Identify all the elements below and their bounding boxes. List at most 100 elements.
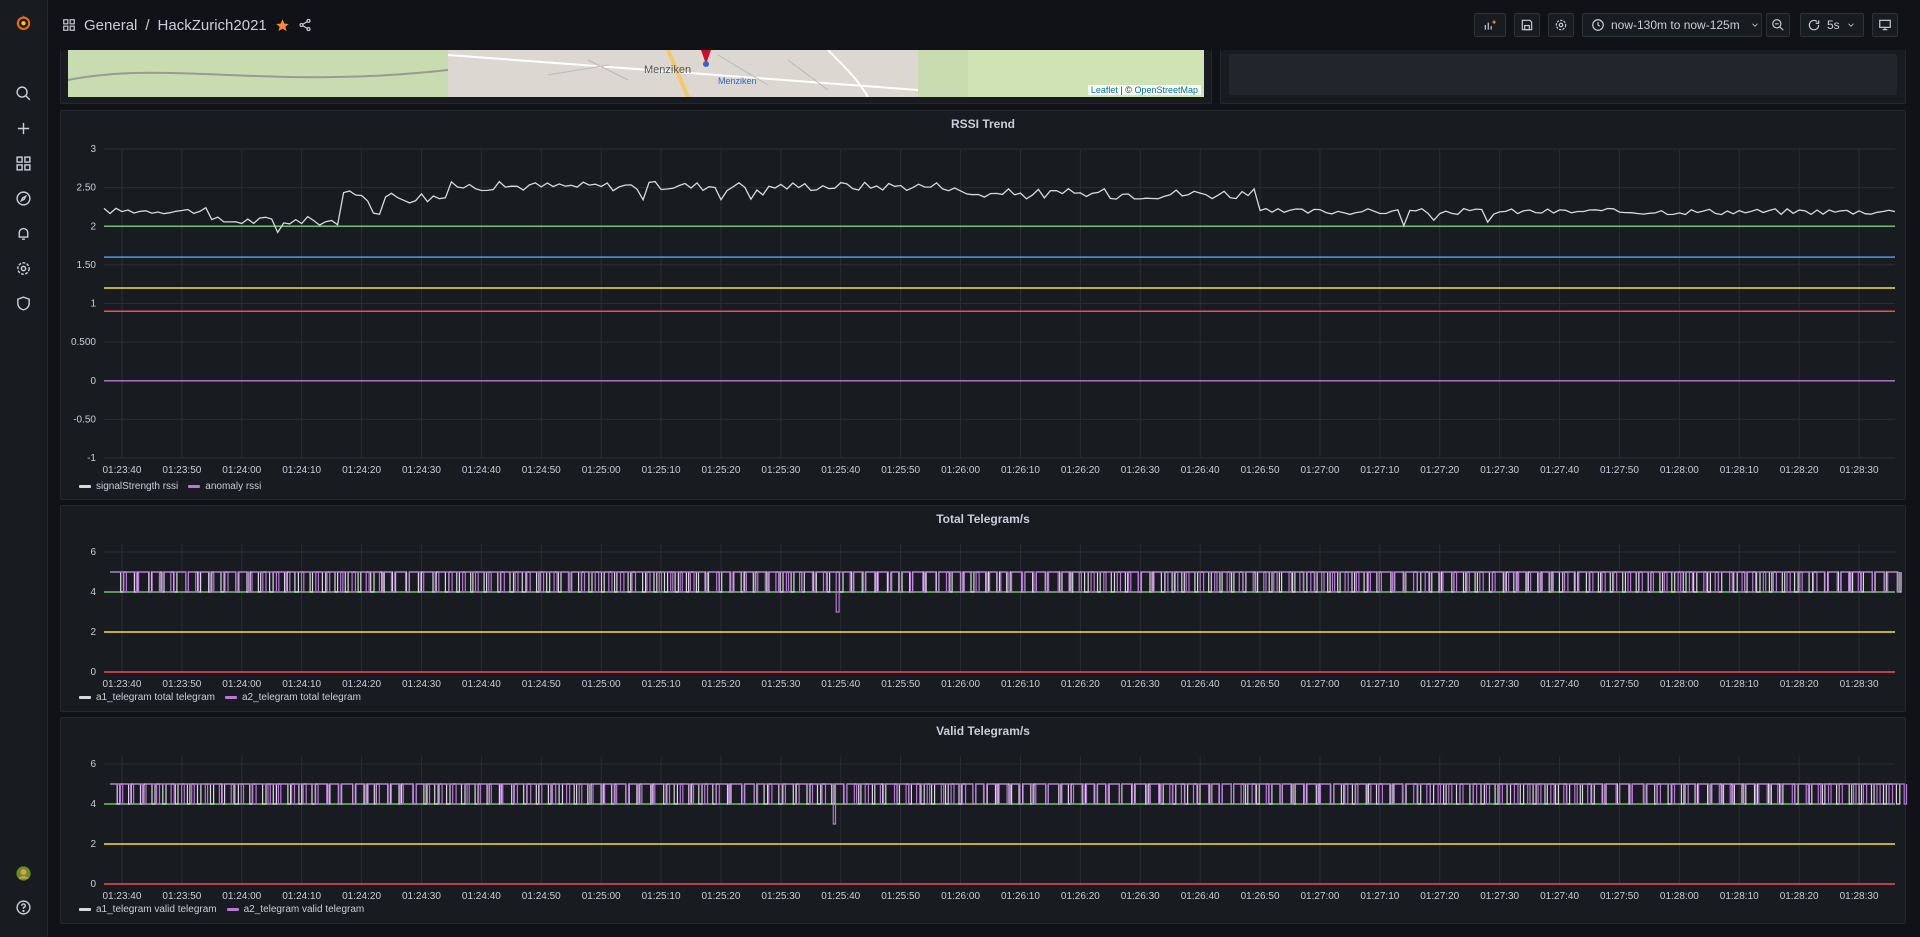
compass-icon	[16, 190, 31, 206]
x-tick-label: 01:25:20	[701, 465, 740, 476]
shield-icon[interactable]	[0, 286, 47, 320]
y-tick-label: 4	[90, 587, 96, 598]
legend-label: a1_telegram total telegram	[96, 692, 215, 703]
legend-label: a2_telegram total telegram	[241, 692, 361, 703]
x-tick-label: 01:27:00	[1300, 465, 1339, 476]
user-avatar[interactable]	[0, 856, 47, 890]
y-tick-label: 2	[90, 221, 96, 232]
legend-label: a1_telegram valid telegram	[96, 904, 217, 915]
x-tick-label: 01:28:30	[1840, 465, 1879, 476]
x-tick-label: 01:26:40	[1181, 891, 1220, 902]
zoom-out-button[interactable]	[1766, 13, 1790, 37]
x-tick-label: 01:25:40	[821, 679, 860, 690]
x-tick-label: 01:26:30	[1121, 679, 1160, 690]
breadcrumb: General / HackZurich2021	[62, 0, 312, 50]
x-tick-label: 01:25:00	[582, 891, 621, 902]
x-tick-label: 01:27:50	[1600, 679, 1639, 690]
y-tick-label: 2.50	[77, 183, 97, 194]
x-tick-label: 01:28:00	[1660, 679, 1699, 690]
map-label-pin: Menziken	[718, 76, 757, 86]
dashboards-grid-icon[interactable]	[0, 146, 47, 180]
gear-icon[interactable]	[0, 251, 47, 285]
add-panel-button[interactable]	[1474, 13, 1506, 37]
legend-item[interactable]: signalStrength rssi	[79, 481, 178, 492]
series-line	[103, 180, 1896, 234]
breadcrumb-separator: /	[145, 16, 150, 34]
x-tick-label: 01:28:20	[1780, 679, 1819, 690]
shield-icon	[17, 295, 30, 311]
breadcrumb-folder-link[interactable]: General	[84, 16, 138, 34]
x-tick-label: 01:28:20	[1780, 465, 1819, 476]
star-icon[interactable]	[275, 18, 290, 33]
x-tick-label: 01:27:20	[1420, 679, 1459, 690]
plus-icon[interactable]	[0, 111, 47, 145]
total-telegram-chart: 6 4 2 0 01:23:40 01:23:50 01:24:00 01:24:10 01:2…	[90, 544, 1902, 690]
legend-item[interactable]: a2_telegram valid telegram	[226, 904, 364, 915]
panel-title[interactable]: RSSI Trend	[950, 117, 1015, 131]
x-tick-label: 01:24:00	[222, 891, 261, 902]
x-tick-label: 01:24:10	[282, 679, 321, 690]
dashboards-grid-icon	[63, 19, 75, 31]
x-tick-label: 01:24:20	[342, 891, 381, 902]
x-tick-label: 01:23:50	[162, 679, 201, 690]
x-tick-label: 01:24:30	[402, 891, 441, 902]
bell-icon	[18, 227, 29, 240]
chart-legend: a1_telegram valid telegram a2_telegram v…	[79, 904, 364, 915]
help-icon[interactable]	[0, 890, 47, 924]
y-tick-label: -1	[87, 453, 96, 464]
gear-icon	[1555, 19, 1567, 31]
dashboard-settings-button[interactable]	[1548, 13, 1574, 37]
tv-mode-button[interactable]	[1872, 13, 1898, 37]
right-top-panel	[1220, 50, 1906, 104]
legend-swatch	[188, 485, 201, 488]
valid-telegram-chart: 6 4 2 0 01:23:40 01:23:50 01:24:00 01:24:10 01:2…	[90, 756, 1908, 902]
bell-icon[interactable]	[0, 216, 47, 250]
x-tick-label: 01:27:10	[1360, 465, 1399, 476]
legend-item[interactable]: a1_telegram total telegram	[79, 692, 215, 703]
total-telegram-panel[interactable]: Total Telegram/s 6 4 2 0 01:23:40 01:23:50 01:…	[60, 505, 1906, 712]
save-dashboard-button[interactable]	[1514, 13, 1540, 37]
compass-icon[interactable]	[0, 181, 47, 215]
x-tick-label: 01:27:20	[1420, 891, 1459, 902]
sidebar	[0, 0, 48, 937]
refresh-picker[interactable]: 5s	[1800, 13, 1864, 37]
save-icon	[1521, 19, 1533, 31]
legend-item[interactable]: anomaly rssi	[188, 481, 261, 492]
y-tick-label: 6	[90, 759, 96, 770]
grafana-logo-icon[interactable]	[0, 5, 47, 39]
series-line	[110, 571, 1902, 593]
x-tick-label: 01:25:30	[761, 891, 800, 902]
openstreetmap-link[interactable]: OpenStreetMap	[1134, 85, 1198, 95]
time-range-picker[interactable]: now-130m to now-125m	[1582, 13, 1762, 37]
x-tick-label: 01:26:20	[1061, 465, 1100, 476]
panel-title[interactable]: Total Telegram/s	[936, 512, 1030, 526]
legend-item[interactable]: a1_telegram valid telegram	[79, 904, 217, 915]
x-tick-label: 01:27:20	[1420, 465, 1459, 476]
x-tick-label: 01:24:20	[342, 465, 381, 476]
panel-title[interactable]: Valid Telegram/s	[936, 724, 1030, 738]
dashboard-title[interactable]: HackZurich2021	[157, 16, 267, 34]
y-tick-label: 0.500	[71, 337, 96, 348]
legend-swatch	[224, 696, 237, 699]
share-icon[interactable]	[298, 18, 312, 32]
x-tick-label: 01:25:00	[582, 679, 621, 690]
x-tick-label: 01:26:20	[1061, 891, 1100, 902]
panel-content-placeholder	[1229, 54, 1897, 95]
y-tick-label: 2	[90, 627, 96, 638]
x-tick-label: 01:25:20	[701, 891, 740, 902]
search-icon[interactable]	[0, 76, 47, 110]
map-view[interactable]: Menziken Menziken Leaflet | © OpenStreet…	[68, 50, 1204, 97]
x-tick-label: 01:26:50	[1241, 891, 1280, 902]
valid-telegram-panel[interactable]: Valid Telegram/s 6 4 2 0 01:23:40 01:23:50 01:…	[60, 717, 1908, 924]
x-tick-label: 01:25:40	[821, 465, 860, 476]
rssi-trend-panel[interactable]: RSSI Trend 3 2.50 2 1.50 1 0.500 0 -0.50 -1 01:23…	[60, 110, 1906, 500]
x-tick-label: 01:26:00	[941, 891, 980, 902]
x-tick-label: 01:23:40	[103, 679, 142, 690]
map-label-town: Menziken	[644, 64, 692, 76]
x-tick-label: 01:27:10	[1360, 679, 1399, 690]
x-tick-label: 01:24:50	[522, 679, 561, 690]
grafana-logo-icon	[16, 14, 31, 30]
add-panel-icon	[1484, 20, 1496, 30]
legend-item[interactable]: a2_telegram total telegram	[224, 692, 361, 703]
leaflet-link[interactable]: Leaflet	[1090, 85, 1118, 95]
